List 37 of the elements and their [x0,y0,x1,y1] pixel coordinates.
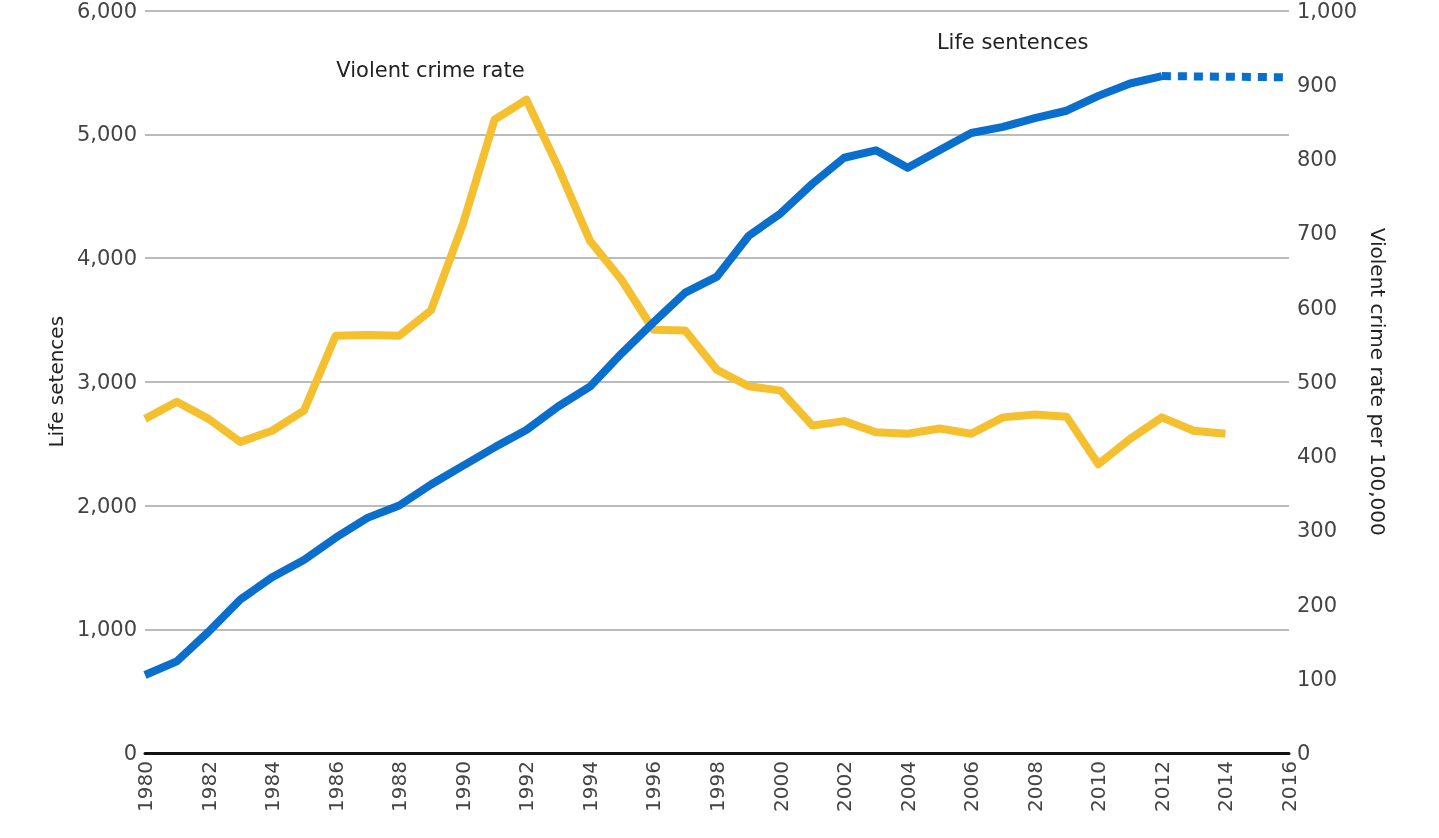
y-tick-label: 4,000 [76,246,137,270]
y-tick-label: 2,000 [76,493,137,518]
y2-axis-title: Violent crime rate per 100,000 [1366,227,1391,536]
x-tick-label: 2010 [1086,761,1111,812]
x-tick-label: 1998 [705,761,729,812]
y2-tick-label: 200 [1297,592,1338,617]
x-tick-label: 1992 [514,761,539,812]
y-tick-label: 5,000 [76,122,137,147]
y2-tick-label: 1,000 [1297,0,1358,23]
y2-tick-label: 700 [1297,221,1338,246]
x-tick-label: 1996 [641,761,666,812]
y2-tick-label: 900 [1297,72,1338,97]
x-tick-label: 2000 [768,761,793,812]
x-tick-label: 2002 [832,761,857,812]
x-tick-label: 2006 [959,761,984,812]
x-tick-label: 2004 [895,761,920,812]
x-tick-label: 1982 [196,761,221,812]
y-tick-label: 1,000 [76,617,137,642]
y2-tick-label: 500 [1297,369,1338,394]
x-tick-label: 1984 [260,761,285,812]
x-tick-label: 2012 [1149,761,1174,812]
series-label: Violent crime rate [336,58,525,83]
y-tick-label: 3,000 [76,369,137,394]
y-axis-title: Life setences [43,315,68,448]
x-tick-label: 1986 [323,761,348,812]
x-tick-label: 1990 [450,761,475,812]
y2-tick-label: 300 [1297,518,1338,543]
y2-tick-label: 600 [1297,295,1338,320]
y2-tick-label: 100 [1297,666,1338,691]
x-tick-label: 1994 [577,761,602,812]
x-tick-label: 2008 [1022,761,1047,812]
y2-tick-label: 800 [1297,147,1338,171]
x-tick-label: 2014 [1213,761,1238,812]
x-tick-label: 1988 [387,761,412,812]
text: Life sentences [936,29,1089,54]
y-tick-label: 6,000 [76,0,137,23]
y2-tick-label: 400 [1297,444,1338,468]
